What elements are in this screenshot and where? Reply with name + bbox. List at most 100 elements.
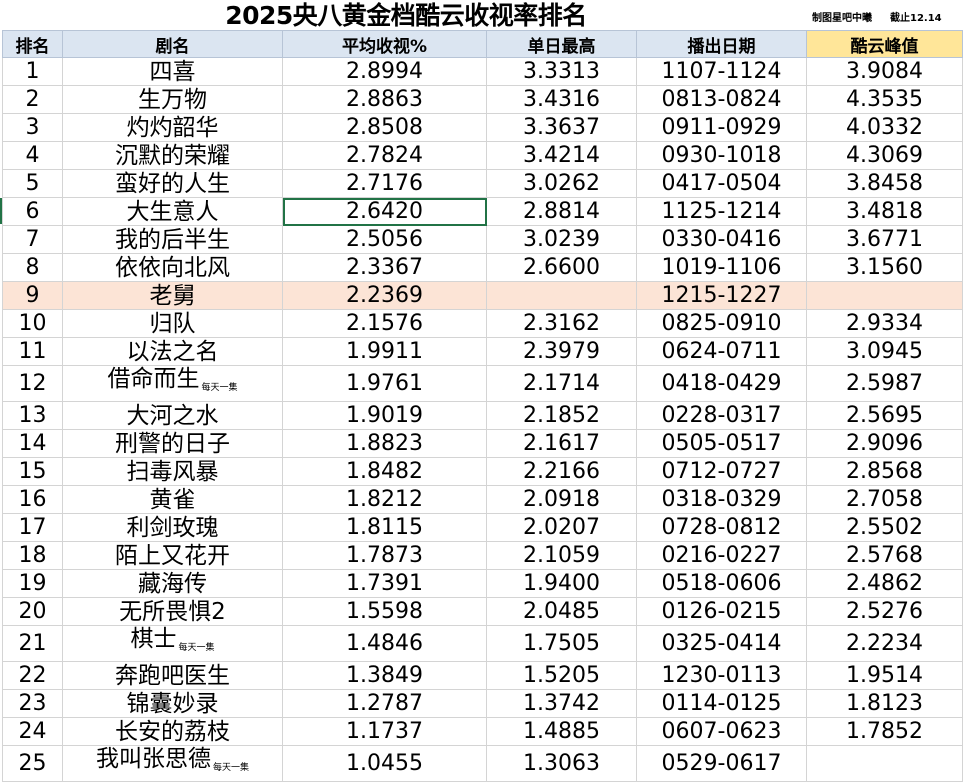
cell-peak[interactable]: 4.3535 — [806, 85, 963, 114]
header-name[interactable]: 剧名 — [62, 30, 283, 58]
cell-rank[interactable]: 12 — [2, 365, 63, 402]
cell-peak[interactable]: 2.9096 — [806, 429, 963, 458]
cell-name[interactable]: 藏海传 — [62, 569, 283, 598]
cell-dates[interactable]: 0228-0317 — [636, 401, 807, 430]
cell-dates[interactable]: 0728-0812 — [636, 513, 807, 542]
cell-name[interactable]: 利剑玫瑰 — [62, 513, 283, 542]
cell-peak[interactable]: 4.0332 — [806, 113, 963, 142]
cell-name[interactable]: 大生意人 — [62, 197, 283, 226]
cell-max[interactable]: 2.3162 — [486, 309, 637, 338]
cell-name[interactable]: 四喜 — [62, 57, 283, 86]
cell-rank[interactable]: 11 — [2, 337, 63, 366]
cell-avg[interactable]: 2.6420 — [282, 197, 487, 226]
cell-rank[interactable]: 24 — [2, 717, 63, 746]
cell-name[interactable]: 无所畏惧2 — [62, 597, 283, 626]
cell-max[interactable]: 1.5205 — [486, 661, 637, 690]
cell-max[interactable]: 2.3979 — [486, 337, 637, 366]
cell-rank[interactable]: 18 — [2, 541, 63, 570]
cell-avg[interactable]: 1.4846 — [282, 625, 487, 662]
cell-peak[interactable]: 1.9514 — [806, 661, 963, 690]
cell-max[interactable]: 3.0262 — [486, 169, 637, 198]
cell-avg[interactable]: 2.8994 — [282, 57, 487, 86]
cell-max[interactable]: 1.9400 — [486, 569, 637, 598]
cell-peak[interactable]: 2.7058 — [806, 485, 963, 514]
cell-name[interactable]: 借命而生 每天一集 — [62, 365, 283, 402]
cell-name[interactable]: 扫毒风暴 — [62, 457, 283, 486]
cell-dates[interactable]: 0318-0329 — [636, 485, 807, 514]
cell-max[interactable]: 3.3637 — [486, 113, 637, 142]
cell-peak[interactable]: 2.9334 — [806, 309, 963, 338]
cell-avg[interactable]: 1.8823 — [282, 429, 487, 458]
cell-avg[interactable]: 2.8508 — [282, 113, 487, 142]
cell-max[interactable]: 2.6600 — [486, 253, 637, 282]
cell-avg[interactable]: 2.3367 — [282, 253, 487, 282]
cell-rank[interactable]: 15 — [2, 457, 63, 486]
cell-dates[interactable]: 0825-0910 — [636, 309, 807, 338]
cell-rank[interactable]: 19 — [2, 569, 63, 598]
cell-avg[interactable]: 1.9019 — [282, 401, 487, 430]
cell-name[interactable]: 沉默的荣耀 — [62, 141, 283, 170]
cell-peak[interactable]: 2.5987 — [806, 365, 963, 402]
cell-dates[interactable]: 0505-0517 — [636, 429, 807, 458]
cell-peak[interactable]: 4.3069 — [806, 141, 963, 170]
cell-dates[interactable]: 0126-0215 — [636, 597, 807, 626]
cell-max[interactable]: 1.3742 — [486, 689, 637, 718]
cell-max[interactable]: 3.0239 — [486, 225, 637, 254]
cell-avg[interactable]: 1.3849 — [282, 661, 487, 690]
cell-dates[interactable]: 0624-0711 — [636, 337, 807, 366]
cell-avg[interactable]: 1.7391 — [282, 569, 487, 598]
cell-avg[interactable]: 2.2369 — [282, 281, 487, 310]
cell-name[interactable]: 棋士 每天一集 — [62, 625, 283, 662]
cell-rank[interactable]: 10 — [2, 309, 63, 338]
cell-max[interactable]: 3.4316 — [486, 85, 637, 114]
cell-name[interactable]: 长安的荔枝 — [62, 717, 283, 746]
cell-peak[interactable]: 2.4862 — [806, 569, 963, 598]
cell-avg[interactable]: 2.8863 — [282, 85, 487, 114]
cell-peak[interactable]: 3.0945 — [806, 337, 963, 366]
cell-max[interactable]: 2.1059 — [486, 541, 637, 570]
cell-name[interactable]: 陌上又花开 — [62, 541, 283, 570]
cell-dates[interactable]: 0607-0623 — [636, 717, 807, 746]
cell-rank[interactable]: 1 — [2, 57, 63, 86]
cell-name[interactable]: 生万物 — [62, 85, 283, 114]
cell-dates[interactable]: 0930-1018 — [636, 141, 807, 170]
cell-name[interactable]: 灼灼韶华 — [62, 113, 283, 142]
cell-avg[interactable]: 2.7824 — [282, 141, 487, 170]
cell-name[interactable]: 奔跑吧医生 — [62, 661, 283, 690]
cell-name[interactable]: 我的后半生 — [62, 225, 283, 254]
cell-max[interactable]: 1.4885 — [486, 717, 637, 746]
cell-avg[interactable]: 1.1737 — [282, 717, 487, 746]
cell-max[interactable]: 3.3313 — [486, 57, 637, 86]
cell-avg[interactable]: 1.9761 — [282, 365, 487, 402]
cell-max[interactable] — [486, 281, 637, 310]
cell-rank[interactable]: 17 — [2, 513, 63, 542]
cell-dates[interactable]: 1107-1124 — [636, 57, 807, 86]
cell-peak[interactable]: 3.4818 — [806, 197, 963, 226]
cell-avg[interactable]: 1.8482 — [282, 457, 487, 486]
cell-rank[interactable]: 4 — [2, 141, 63, 170]
cell-avg[interactable]: 2.1576 — [282, 309, 487, 338]
cell-peak[interactable]: 2.5276 — [806, 597, 963, 626]
cell-max[interactable]: 2.0485 — [486, 597, 637, 626]
cell-rank[interactable]: 2 — [2, 85, 63, 114]
cell-max[interactable]: 1.7505 — [486, 625, 637, 662]
cell-max[interactable]: 2.0918 — [486, 485, 637, 514]
cell-max[interactable]: 2.0207 — [486, 513, 637, 542]
cell-avg[interactable]: 1.8212 — [282, 485, 487, 514]
cell-dates[interactable]: 1215-1227 — [636, 281, 807, 310]
cell-avg[interactable]: 1.8115 — [282, 513, 487, 542]
cell-dates[interactable]: 0518-0606 — [636, 569, 807, 598]
cell-peak[interactable]: 3.9084 — [806, 57, 963, 86]
cell-rank[interactable]: 20 — [2, 597, 63, 626]
cell-rank[interactable]: 6 — [2, 197, 63, 226]
cell-dates[interactable]: 1230-0113 — [636, 661, 807, 690]
cell-name[interactable]: 归队 — [62, 309, 283, 338]
cell-name[interactable]: 老舅 — [62, 281, 283, 310]
cell-avg[interactable]: 1.2787 — [282, 689, 487, 718]
cell-rank[interactable]: 5 — [2, 169, 63, 198]
cell-name[interactable]: 依依向北风 — [62, 253, 283, 282]
cell-name[interactable]: 以法之名 — [62, 337, 283, 366]
cell-max[interactable]: 3.4214 — [486, 141, 637, 170]
cell-rank[interactable]: 16 — [2, 485, 63, 514]
cell-avg[interactable]: 1.5598 — [282, 597, 487, 626]
